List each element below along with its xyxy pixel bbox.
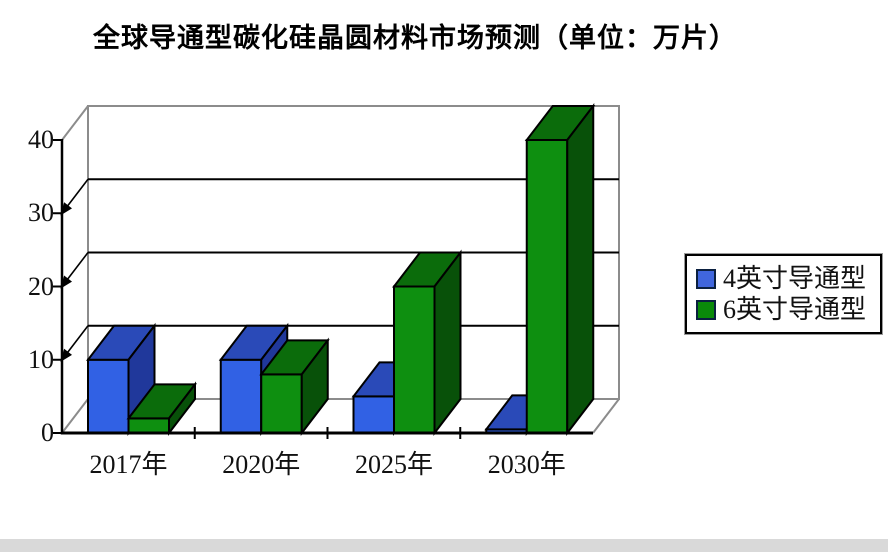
legend-item: 6英寸导通型 xyxy=(696,294,880,324)
y-tick-label: 20 xyxy=(28,271,54,301)
bar-side-face xyxy=(433,249,462,436)
x-category-label: 2025年 xyxy=(354,450,433,479)
bar-front-face xyxy=(352,395,395,434)
legend: 4英寸导通型 6英寸导通型 xyxy=(684,253,883,335)
chart-title: 全球导通型碳化硅晶圆材料市场预测（单位：万片） xyxy=(93,23,737,53)
bar-side-face xyxy=(566,103,595,436)
bar-front-face xyxy=(525,139,569,434)
bar-6英寸导通型-2020年 xyxy=(259,337,330,436)
bar-front-face xyxy=(87,358,130,434)
legend-swatch-icon xyxy=(696,268,716,289)
legend-item-label: 4英寸导通型 xyxy=(723,263,867,293)
bar-side-face xyxy=(300,337,329,436)
x-category-label: 2030年 xyxy=(487,450,566,479)
top-left-edge xyxy=(61,105,89,141)
y-tick-label: 0 xyxy=(41,418,54,447)
grid-arrowhead xyxy=(60,275,73,289)
bar-6英寸导通型-2030年 xyxy=(524,103,596,436)
y-tick-label: 30 xyxy=(28,198,54,228)
floor-right-edge xyxy=(592,398,620,434)
grid-arrowhead xyxy=(60,202,73,216)
grid-arrowhead xyxy=(60,348,73,362)
x-category-label: 2020年 xyxy=(222,450,301,479)
floor-left-edge xyxy=(61,398,89,434)
bar-6英寸导通型-2025年 xyxy=(391,249,463,436)
bar-front-face xyxy=(127,417,170,434)
bar-front-face xyxy=(260,373,303,434)
bar-side-face xyxy=(168,381,196,436)
y-tick-label: 10 xyxy=(28,344,54,374)
footer-strip xyxy=(0,539,888,552)
x-category-label: 2017年 xyxy=(89,450,168,479)
bar-6英寸导通型-2017年 xyxy=(126,381,198,436)
legend-item: 4英寸导通型 xyxy=(696,263,880,293)
bar-front-face xyxy=(393,285,436,434)
bar-front-face xyxy=(219,358,263,434)
y-tick-label: 40 xyxy=(28,125,54,154)
legend-item-label: 6英寸导通型 xyxy=(723,294,867,324)
legend-swatch-icon xyxy=(696,299,716,320)
